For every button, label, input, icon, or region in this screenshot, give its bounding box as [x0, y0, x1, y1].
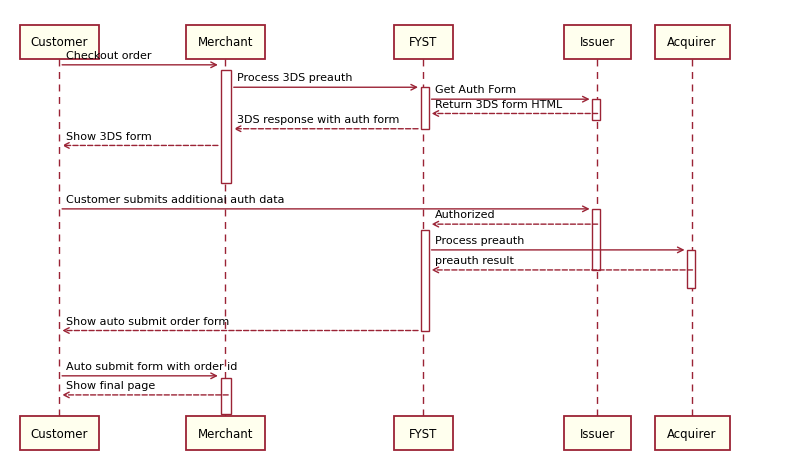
Text: FYST: FYST [409, 36, 437, 50]
Text: Merchant: Merchant [198, 36, 253, 50]
FancyBboxPatch shape [655, 26, 730, 60]
FancyBboxPatch shape [394, 26, 453, 60]
Text: Customer: Customer [31, 36, 88, 50]
Bar [592, 209, 600, 270]
Text: Show auto submit order form: Show auto submit order form [66, 316, 229, 326]
Text: Authorized: Authorized [435, 210, 496, 220]
FancyBboxPatch shape [186, 416, 265, 450]
Text: Customer: Customer [31, 426, 88, 440]
Text: Show 3DS form: Show 3DS form [66, 131, 151, 141]
Text: Checkout order: Checkout order [66, 51, 151, 61]
FancyBboxPatch shape [394, 416, 453, 450]
FancyBboxPatch shape [20, 416, 99, 450]
Text: preauth result: preauth result [435, 256, 514, 266]
Text: Acquirer: Acquirer [668, 36, 717, 50]
Text: 3DS response with auth form: 3DS response with auth form [237, 115, 399, 125]
Text: Issuer: Issuer [580, 36, 615, 50]
FancyBboxPatch shape [20, 26, 99, 60]
Text: Auto submit form with order id: Auto submit form with order id [66, 361, 237, 371]
Text: Merchant: Merchant [198, 426, 253, 440]
FancyBboxPatch shape [655, 416, 730, 450]
Text: FYST: FYST [409, 426, 437, 440]
Bar [421, 230, 429, 331]
Bar [592, 100, 600, 121]
Text: Customer submits additional auth data: Customer submits additional auth data [66, 195, 284, 205]
FancyBboxPatch shape [563, 26, 631, 60]
Bar [421, 88, 429, 129]
Bar [221, 70, 231, 183]
Text: Return 3DS form HTML: Return 3DS form HTML [435, 99, 562, 109]
Text: Show final page: Show final page [66, 380, 155, 390]
FancyBboxPatch shape [563, 416, 631, 450]
Bar [221, 378, 231, 414]
Text: Issuer: Issuer [580, 426, 615, 440]
Text: Acquirer: Acquirer [668, 426, 717, 440]
Text: Process 3DS preauth: Process 3DS preauth [237, 73, 353, 83]
Bar [687, 250, 695, 288]
FancyBboxPatch shape [186, 26, 265, 60]
Text: Get Auth Form: Get Auth Form [435, 85, 517, 95]
Text: Process preauth: Process preauth [435, 236, 524, 246]
